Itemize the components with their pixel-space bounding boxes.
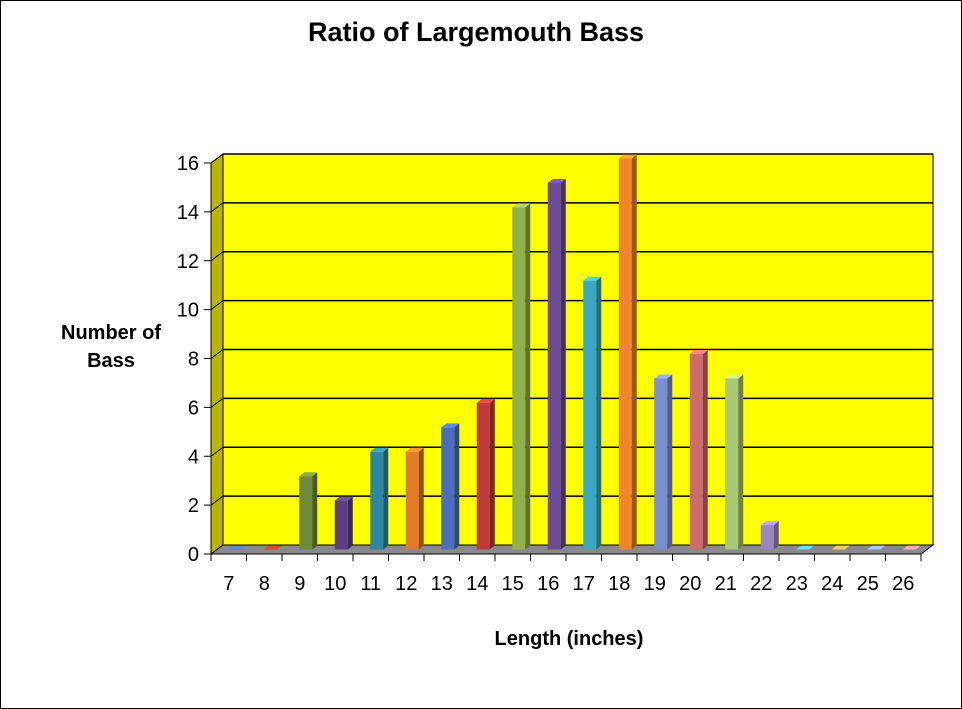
bar-front xyxy=(335,501,348,550)
y-tick-label: 12 xyxy=(177,251,199,273)
bar-front xyxy=(583,281,596,550)
x-tick-label: 9 xyxy=(294,573,305,595)
bar xyxy=(761,521,779,549)
x-tick-label: 18 xyxy=(608,573,630,595)
bar-front xyxy=(619,159,632,550)
bar xyxy=(654,374,672,549)
bar-side xyxy=(561,179,566,550)
y-tick-label: 6 xyxy=(188,397,199,419)
x-tick-label: 26 xyxy=(892,573,914,595)
bar-side xyxy=(383,448,388,550)
bar xyxy=(548,179,566,550)
bar-front xyxy=(654,378,667,549)
y-tick-label: 8 xyxy=(188,349,199,371)
y-tick-label: 2 xyxy=(188,495,199,517)
bar xyxy=(619,155,637,550)
bar-front xyxy=(690,354,703,550)
bar xyxy=(441,423,459,549)
x-tick-label: 23 xyxy=(786,573,808,595)
bar-side xyxy=(348,497,353,550)
bar-front xyxy=(406,452,419,550)
bar-side xyxy=(596,277,601,550)
x-tick-label: 20 xyxy=(679,573,701,595)
bar xyxy=(335,497,353,550)
x-tick-label: 19 xyxy=(644,573,666,595)
x-tick-label: 17 xyxy=(573,573,595,595)
x-tick-label: 10 xyxy=(324,573,346,595)
y-tick-label: 4 xyxy=(188,446,199,468)
bar-front xyxy=(548,183,561,550)
y-tick-label: 0 xyxy=(188,544,199,566)
x-tick-label: 16 xyxy=(537,573,559,595)
x-tick-label: 22 xyxy=(750,573,772,595)
x-tick-label: 15 xyxy=(502,573,524,595)
bar xyxy=(370,448,388,550)
bar-side xyxy=(703,350,708,550)
bar-side xyxy=(419,448,424,550)
bar-side xyxy=(774,521,779,549)
bar xyxy=(477,399,495,550)
bar-front xyxy=(370,452,383,550)
bar-front xyxy=(512,207,525,549)
plot-floor xyxy=(211,545,933,554)
x-tick-label: 8 xyxy=(259,573,270,595)
bar-side xyxy=(667,374,672,549)
bar-front xyxy=(761,525,774,549)
bar xyxy=(406,448,424,550)
bar-side xyxy=(454,423,459,549)
x-tick-label: 25 xyxy=(857,573,879,595)
bar-side xyxy=(490,399,495,550)
bar-side xyxy=(738,374,743,549)
bar xyxy=(725,374,743,549)
bar-front xyxy=(299,476,312,549)
x-tick-label: 13 xyxy=(431,573,453,595)
bar xyxy=(512,203,530,549)
bar xyxy=(583,277,601,550)
bar-side xyxy=(525,203,530,549)
bar-front xyxy=(477,403,490,550)
bar xyxy=(299,472,317,549)
x-tick-label: 11 xyxy=(360,573,381,595)
bar-front xyxy=(441,427,454,549)
y-tick-label: 16 xyxy=(177,153,199,175)
x-tick-label: 7 xyxy=(223,573,234,595)
bar-front xyxy=(725,378,738,549)
x-tick-label: 24 xyxy=(821,573,843,595)
bar xyxy=(690,350,708,550)
x-tick-label: 21 xyxy=(715,573,737,595)
y-tick-label: 14 xyxy=(177,202,199,224)
x-tick-label: 12 xyxy=(395,573,417,595)
y-tick-label: 10 xyxy=(177,300,199,322)
x-tick-label: 14 xyxy=(466,573,488,595)
bar-side xyxy=(312,472,317,549)
bar-side xyxy=(632,155,637,550)
